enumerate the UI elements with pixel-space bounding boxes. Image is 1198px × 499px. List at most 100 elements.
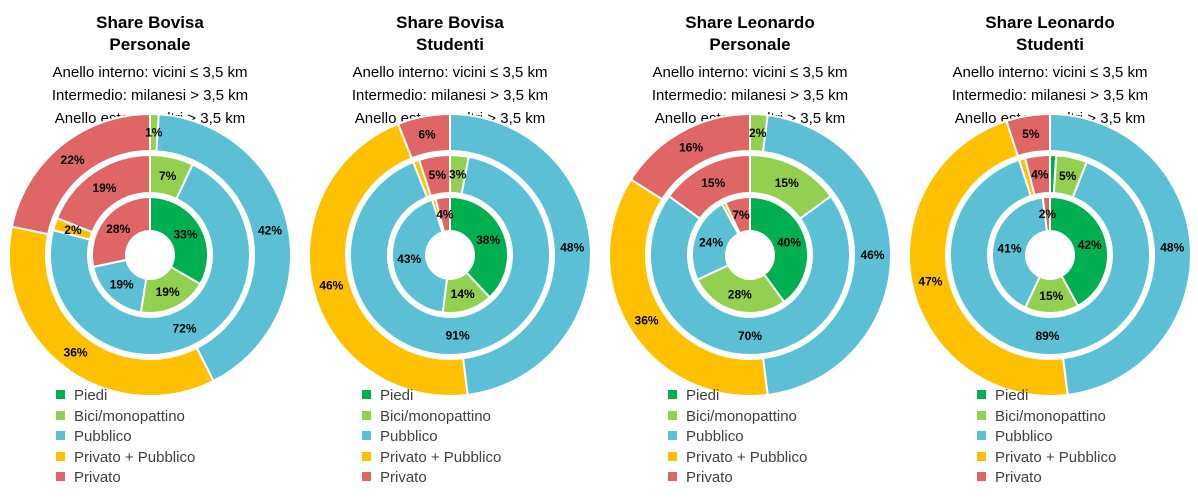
donut-chart: 33% 19% 19% 28% 7% 72% 2% 19% 1% 42% 36% 22% (8, 112, 292, 397)
chart-title: Share Bovisa Studenti (300, 12, 600, 56)
data-label: 72% (172, 321, 196, 335)
legend-item: Pubblico (668, 427, 807, 448)
legend-swatch (362, 472, 371, 481)
chart-legend: Piedi Bici/monopattino Pubblico Privato + P… (668, 386, 807, 489)
data-label: 42% (258, 223, 282, 237)
legend-item: Bici/monopattino (362, 407, 501, 428)
legend-label: Privato + Pubblico (686, 448, 808, 466)
data-label: 15% (701, 176, 725, 190)
data-label: 15% (775, 176, 799, 190)
chart-title-line1: Share Bovisa (396, 13, 504, 32)
donut-slice-piedi (749, 195, 809, 304)
legend-label: Piedi (380, 387, 414, 404)
data-label: 36% (64, 345, 88, 359)
legend-item: Piedi (668, 386, 807, 407)
legend-swatch (977, 390, 986, 399)
data-label: 70% (738, 329, 762, 343)
legend-item: Pubblico (977, 427, 1116, 448)
data-label: 48% (1160, 240, 1184, 254)
chart-title-line2: Personale (109, 35, 191, 54)
legend-label: Privato (380, 469, 427, 486)
donut-slice-pubblico (49, 163, 251, 356)
data-label: 40% (777, 235, 801, 249)
data-label: 19% (110, 278, 134, 292)
legend-swatch (56, 451, 65, 461)
data-label: 91% (446, 329, 470, 343)
legend-item: Pubblico (56, 427, 195, 448)
legend-item: Pubblico (362, 427, 501, 448)
data-label: 4% (1031, 168, 1049, 182)
legend-label: Bici/monopattino (686, 407, 797, 425)
chart-title-line1: Share Leonardo (685, 13, 815, 32)
chart-legend: Piedi Bici/monopattino Pubblico Privato + P… (56, 386, 195, 489)
donut-slice-pubblico (691, 202, 740, 282)
legend-swatch (56, 390, 65, 399)
donut-chart: 42% 15% 41% 2% 5% 89% 4% 48% 47% 5% (908, 112, 1192, 397)
donut-slice-pubblico (391, 198, 449, 314)
data-label: 38% (476, 233, 500, 247)
data-label: 2% (64, 223, 82, 237)
chart-title-line1: Share Bovisa (96, 13, 204, 32)
donut-slice-pubblico (449, 112, 592, 397)
legend-label: Bici/monopattino (380, 407, 491, 425)
data-label: 89% (1035, 329, 1059, 343)
chart-panel-leonardo-studenti: Share Leonardo Studenti Anello interno: … (900, 0, 1198, 499)
legend-item: Piedi (977, 386, 1116, 407)
data-label: 5% (429, 168, 447, 182)
donut-slice-pubblico (349, 155, 551, 356)
donut-slice-privato (417, 153, 451, 198)
data-label: 24% (699, 235, 723, 249)
data-label: 5% (1022, 127, 1040, 141)
legend-swatch (362, 410, 371, 420)
donut-slice-privato (1023, 153, 1051, 197)
data-label: 6% (418, 128, 436, 142)
subtitle-middle-ring: Intermedio: milanesi > 3,5 km (351, 87, 549, 104)
data-label: 15% (1039, 289, 1063, 303)
legend-item: Bici/monopattino (56, 407, 195, 428)
chart-legend: Piedi Bici/monopattino Pubblico Privato + P… (362, 386, 501, 489)
subtitle-middle-ring: Intermedio: milanesi > 3,5 km (651, 87, 849, 104)
donut-slice-pubblico (949, 158, 1151, 356)
donut-slice-privato (1041, 195, 1051, 233)
donut-slice-privato (1005, 112, 1051, 158)
legend-label: Pubblico (995, 428, 1053, 445)
subtitle-inner-ring: Anello interno: vicini ≤ 3,5 km (952, 64, 1148, 81)
donut-slice-pubblico (761, 113, 892, 397)
data-label: 7% (732, 208, 750, 222)
data-label: 42% (1078, 238, 1102, 252)
data-label: 28% (106, 222, 130, 236)
legend-item: Privato (977, 468, 1116, 489)
legend-item: Piedi (56, 386, 195, 407)
legend-label: Privato (995, 469, 1042, 486)
data-label: 46% (860, 248, 884, 262)
legend-label: Privato + Pubblico (74, 448, 196, 466)
legend-label: Pubblico (380, 428, 438, 445)
legend-swatch (56, 410, 65, 420)
legend-swatch (56, 472, 65, 481)
donut-slice-piedi (1049, 195, 1109, 308)
data-label: 16% (679, 141, 703, 155)
data-label: 36% (635, 314, 659, 328)
subtitle-inner-ring: Anello interno: vicini ≤ 3,5 km (652, 64, 848, 81)
data-label: 2% (749, 126, 767, 140)
data-label: 43% (397, 252, 421, 266)
donut-slice-piedi (149, 195, 209, 286)
chart-title: Share Leonardo Personale (600, 12, 900, 56)
legend-swatch (362, 390, 371, 399)
legend-item: Bici/monopattino (668, 407, 807, 428)
donut-slice-privato-pubblico (308, 122, 469, 397)
donut-slice-pubblico (649, 194, 851, 356)
donut-slice-pubblico (991, 196, 1049, 309)
legend-item: Bici/monopattino (977, 407, 1116, 428)
legend-label: Privato (74, 469, 121, 486)
data-label: 28% (728, 288, 752, 302)
donut-slice-privato-pubblico (608, 178, 769, 397)
chart-title-line2: Studenti (416, 35, 484, 54)
legend-swatch (668, 390, 677, 399)
chart-panel-bovisa-studenti: Share Bovisa Studenti Anello interno: vi… (300, 0, 600, 499)
chart-title: Share Bovisa Personale (0, 12, 300, 56)
legend-swatch (362, 431, 371, 440)
legend-swatch (362, 451, 371, 461)
legend-item: Privato + Pubblico (56, 448, 195, 469)
subtitle-middle-ring: Intermedio: milanesi > 3,5 km (951, 87, 1149, 104)
